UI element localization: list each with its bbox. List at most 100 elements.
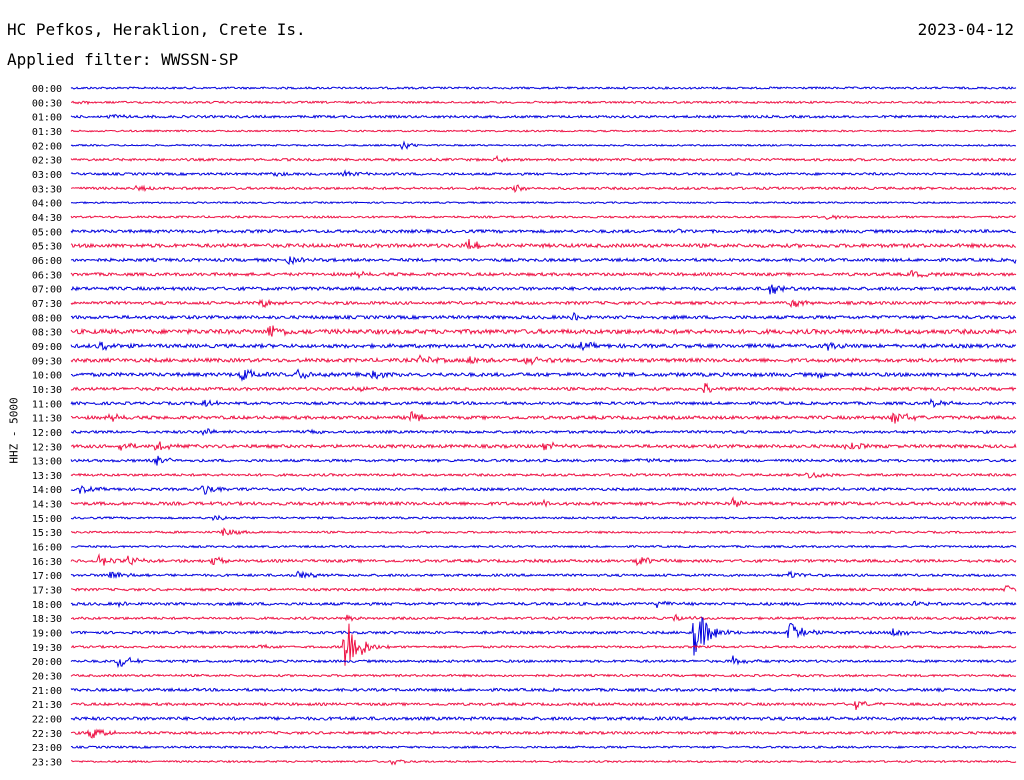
time-label: 12:30 bbox=[32, 442, 62, 453]
time-label: 19:00 bbox=[32, 629, 62, 640]
time-label: 22:30 bbox=[32, 729, 62, 740]
time-label: 06:30 bbox=[32, 270, 62, 281]
trace-line bbox=[70, 600, 1017, 609]
filter-line: Applied filter: WWSSN-SP bbox=[7, 50, 238, 69]
trace-line bbox=[70, 673, 1017, 678]
time-label: 00:00 bbox=[32, 84, 62, 95]
trace-line bbox=[70, 441, 1017, 451]
time-label: 04:30 bbox=[32, 213, 62, 224]
time-label: 07:00 bbox=[32, 285, 62, 296]
time-label: 20:00 bbox=[32, 657, 62, 668]
station-title: HC Pefkos, Heraklion, Crete Is. bbox=[7, 20, 306, 39]
time-label: 11:00 bbox=[32, 399, 62, 410]
trace-line bbox=[70, 169, 1017, 177]
time-label: 05:00 bbox=[32, 227, 62, 238]
trace-line bbox=[70, 553, 1017, 567]
trace-line bbox=[70, 687, 1017, 693]
trace-line bbox=[70, 228, 1017, 235]
trace-line bbox=[70, 311, 1017, 321]
time-label: 03:30 bbox=[32, 184, 62, 195]
time-label: 02:30 bbox=[32, 156, 62, 167]
time-label: 13:30 bbox=[32, 471, 62, 482]
trace-line bbox=[70, 616, 1016, 656]
trace-line bbox=[70, 269, 1017, 280]
time-label: 19:30 bbox=[32, 643, 62, 654]
time-label: 03:00 bbox=[32, 170, 62, 181]
time-label: 08:00 bbox=[32, 313, 62, 324]
trace-line bbox=[70, 428, 1017, 437]
time-label: 08:30 bbox=[32, 328, 62, 339]
time-label: 09:30 bbox=[32, 356, 62, 367]
trace-line bbox=[70, 613, 1017, 623]
trace-line bbox=[70, 623, 1017, 666]
time-label: 05:30 bbox=[32, 242, 62, 253]
time-label: 09:00 bbox=[32, 342, 62, 353]
trace-line bbox=[70, 200, 1017, 205]
time-label: 13:00 bbox=[32, 457, 62, 468]
trace-line bbox=[70, 354, 1017, 366]
trace-line bbox=[70, 570, 1017, 579]
trace-line bbox=[70, 239, 1017, 250]
trace-line bbox=[71, 759, 1017, 766]
trace-line bbox=[70, 410, 1017, 424]
time-label: 17:00 bbox=[32, 571, 62, 582]
trace-line bbox=[71, 584, 1017, 593]
time-label: 01:30 bbox=[32, 127, 62, 138]
time-label: 18:30 bbox=[32, 614, 62, 625]
time-label: 15:00 bbox=[32, 514, 62, 525]
trace-line bbox=[70, 514, 1017, 522]
trace-line bbox=[70, 455, 1017, 466]
trace-line bbox=[70, 113, 1017, 119]
trace-line bbox=[71, 100, 1017, 106]
trace-line bbox=[70, 340, 1016, 352]
trace-line bbox=[70, 214, 1017, 221]
time-label: 04:00 bbox=[32, 199, 62, 210]
time-label: 23:00 bbox=[32, 743, 62, 754]
trace-line bbox=[70, 700, 1017, 711]
time-label: 14:30 bbox=[32, 500, 62, 511]
trace-line bbox=[70, 398, 1017, 409]
filter-name: WWSSN-SP bbox=[161, 50, 239, 69]
time-label: 23:30 bbox=[32, 758, 62, 769]
trace-line bbox=[70, 655, 1017, 669]
time-label: 22:00 bbox=[32, 715, 62, 726]
trace-line bbox=[70, 715, 1017, 722]
trace-line bbox=[70, 382, 1017, 393]
time-label: 15:30 bbox=[32, 528, 62, 539]
trace-line bbox=[70, 471, 1017, 479]
trace-line bbox=[70, 496, 1017, 508]
time-label: 16:30 bbox=[32, 557, 62, 568]
trace-line bbox=[70, 544, 1017, 549]
time-label: 11:30 bbox=[32, 414, 62, 425]
trace-line bbox=[70, 325, 1017, 337]
time-label: 21:30 bbox=[32, 700, 62, 711]
time-label: 14:00 bbox=[32, 485, 62, 496]
time-label: 17:30 bbox=[32, 586, 62, 597]
trace-line bbox=[70, 728, 1017, 739]
time-label: 00:30 bbox=[32, 98, 62, 109]
trace-line bbox=[70, 85, 1017, 90]
trace-line bbox=[70, 284, 1017, 295]
trace-line bbox=[70, 154, 1017, 163]
date-label: 2023-04-12 bbox=[917, 20, 1014, 39]
time-label: 07:30 bbox=[32, 299, 62, 310]
trace-line bbox=[70, 485, 1017, 495]
filter-label: Applied filter: bbox=[7, 50, 152, 69]
trace-line bbox=[70, 129, 1017, 133]
time-label: 01:00 bbox=[32, 113, 62, 124]
time-label: 10:00 bbox=[32, 371, 62, 382]
time-label: 10:30 bbox=[32, 385, 62, 396]
trace-line bbox=[70, 368, 1017, 382]
trace-line bbox=[70, 140, 1017, 151]
time-label: 16:00 bbox=[32, 543, 62, 554]
time-label: 18:00 bbox=[32, 600, 62, 611]
trace-line bbox=[70, 256, 1017, 266]
time-label: 20:30 bbox=[32, 672, 62, 683]
trace-line bbox=[70, 745, 1017, 750]
time-label: 21:00 bbox=[32, 686, 62, 697]
trace-line bbox=[71, 527, 1017, 536]
trace-line bbox=[70, 298, 1017, 309]
time-label: 02:00 bbox=[32, 141, 62, 152]
trace-line bbox=[70, 184, 1017, 194]
